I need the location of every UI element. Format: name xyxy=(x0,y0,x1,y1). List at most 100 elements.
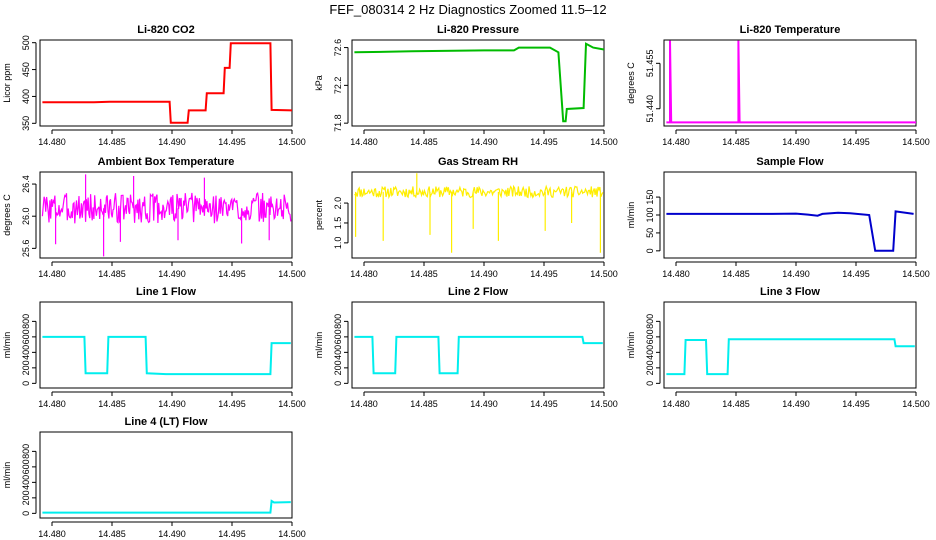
panel-title: Gas Stream RH xyxy=(438,156,518,168)
y-tick-label: 71.8 xyxy=(333,114,343,132)
plot-frame xyxy=(39,431,293,519)
y-tick-label: 400 xyxy=(333,345,343,360)
y-tick-label: 450 xyxy=(21,62,31,77)
x-tick-label: 14.490 xyxy=(470,269,498,279)
x-tick-label: 14.490 xyxy=(782,399,810,409)
x-tick-label: 14.480 xyxy=(662,269,690,279)
x-tick-label: 14.495 xyxy=(218,529,246,539)
x-tick-label: 14.500 xyxy=(278,399,306,409)
x-tick-label: 14.480 xyxy=(38,137,66,147)
chart-panel: Gas Stream RH 14.480 14.485 14.490 14.495 14.… xyxy=(314,156,618,279)
x-tick-label: 14.490 xyxy=(158,399,186,409)
panel-title: Li-820 CO2 xyxy=(137,24,194,36)
series-line xyxy=(42,499,291,514)
y-tick-label: 50 xyxy=(645,228,655,238)
x-tick-label: 14.495 xyxy=(218,137,246,147)
y-tick-label: 400 xyxy=(21,89,31,104)
x-tick-label: 14.480 xyxy=(38,529,66,539)
series-line xyxy=(41,174,292,257)
x-tick-label: 14.480 xyxy=(38,269,66,279)
y-axis-label: degrees C xyxy=(626,62,636,104)
chart-panel: Ambient Box Temperature 14.480 14.485 14.49… xyxy=(2,156,306,279)
x-tick-label: 14.485 xyxy=(98,269,126,279)
y-axis-label: percent xyxy=(314,199,324,230)
y-axis-label: ml/min xyxy=(2,332,12,359)
y-tick-label: 600 xyxy=(21,459,31,474)
plot-frame xyxy=(663,171,917,259)
x-tick-label: 14.500 xyxy=(902,399,930,409)
y-tick-label: 0 xyxy=(645,248,655,253)
y-tick-label: 72.6 xyxy=(333,39,343,57)
chart-panel: Line 2 Flow 14.480 14.485 14.490 14.495 14.50… xyxy=(314,286,618,409)
x-tick-label: 14.485 xyxy=(410,399,438,409)
x-tick-label: 14.495 xyxy=(218,399,246,409)
x-tick-label: 14.495 xyxy=(530,399,558,409)
y-tick-label: 400 xyxy=(21,475,31,490)
plot-frame xyxy=(351,171,605,259)
plot-frame xyxy=(351,39,605,127)
x-tick-label: 14.480 xyxy=(350,269,378,279)
y-tick-label: 200 xyxy=(645,360,655,375)
x-tick-label: 14.500 xyxy=(590,399,618,409)
series-line xyxy=(354,335,603,375)
y-tick-label: 26.4 xyxy=(21,175,31,193)
y-tick-label: 1.0 xyxy=(333,237,343,250)
x-tick-label: 14.490 xyxy=(782,137,810,147)
y-axis-label: kPa xyxy=(314,75,324,91)
y-tick-label: 200 xyxy=(333,360,343,375)
x-tick-label: 14.495 xyxy=(842,399,870,409)
series-line xyxy=(42,42,292,124)
plot-frame xyxy=(39,301,293,389)
figure-title: FEF_080314 2 Hz Diagnostics Zoomed 11.5–… xyxy=(329,2,606,17)
y-tick-label: 51.455 xyxy=(645,50,655,78)
y-axis-label: degrees C xyxy=(2,194,12,236)
x-tick-label: 14.485 xyxy=(722,269,750,279)
series-line xyxy=(42,335,291,376)
panel-title: Line 3 Flow xyxy=(760,286,820,298)
series-line xyxy=(354,42,604,123)
x-tick-label: 14.500 xyxy=(902,137,930,147)
y-tick-label: 600 xyxy=(333,329,343,344)
x-tick-label: 14.485 xyxy=(98,137,126,147)
y-tick-label: 600 xyxy=(645,329,655,344)
x-tick-label: 14.490 xyxy=(470,137,498,147)
y-axis-label: ml/min xyxy=(626,332,636,359)
y-tick-label: 1.5 xyxy=(333,217,343,230)
chart-panel: Li-820 Temperature 14.480 14.485 14.490 14.4… xyxy=(626,24,930,147)
chart-panel: Line 4 (LT) Flow 14.480 14.485 14.490 14.495… xyxy=(2,416,306,539)
x-tick-label: 14.480 xyxy=(662,137,690,147)
y-axis-label: ml/min xyxy=(626,202,636,229)
panel-title: Li-820 Pressure xyxy=(437,24,519,36)
x-tick-label: 14.490 xyxy=(782,269,810,279)
y-tick-label: 350 xyxy=(21,116,31,131)
y-tick-label: 400 xyxy=(21,345,31,360)
y-tick-label: 0 xyxy=(333,381,343,386)
series-line xyxy=(666,210,914,252)
panel-title: Line 2 Flow xyxy=(448,286,508,298)
chart-panel: Li-820 CO2 14.480 14.485 14.490 14.495 14.500… xyxy=(2,24,306,147)
y-tick-label: 0 xyxy=(21,511,31,516)
y-tick-label: 600 xyxy=(21,329,31,344)
x-tick-label: 14.480 xyxy=(350,137,378,147)
y-axis-label: ml/min xyxy=(314,332,324,359)
y-tick-label: 800 xyxy=(21,314,31,329)
x-tick-label: 14.485 xyxy=(410,269,438,279)
x-tick-label: 14.500 xyxy=(278,529,306,539)
y-tick-label: 25.6 xyxy=(21,240,31,258)
x-tick-label: 14.480 xyxy=(38,399,66,409)
y-tick-label: 150 xyxy=(645,190,655,205)
chart-panel: Sample Flow 14.480 14.485 14.490 14.495 14.50… xyxy=(626,156,930,279)
x-tick-label: 14.490 xyxy=(158,529,186,539)
panel-title: Li-820 Temperature xyxy=(740,24,841,36)
y-tick-label: 800 xyxy=(645,314,655,329)
plot-frame xyxy=(351,301,605,389)
y-tick-label: 500 xyxy=(21,35,31,50)
x-tick-label: 14.485 xyxy=(722,399,750,409)
x-tick-label: 14.480 xyxy=(350,399,378,409)
y-tick-label: 2.0 xyxy=(333,197,343,210)
plot-frame xyxy=(39,171,293,259)
panel-title: Line 1 Flow xyxy=(136,286,196,298)
y-tick-label: 200 xyxy=(21,360,31,375)
chart-panel: Line 1 Flow 14.480 14.485 14.490 14.495 14.50… xyxy=(2,286,306,409)
